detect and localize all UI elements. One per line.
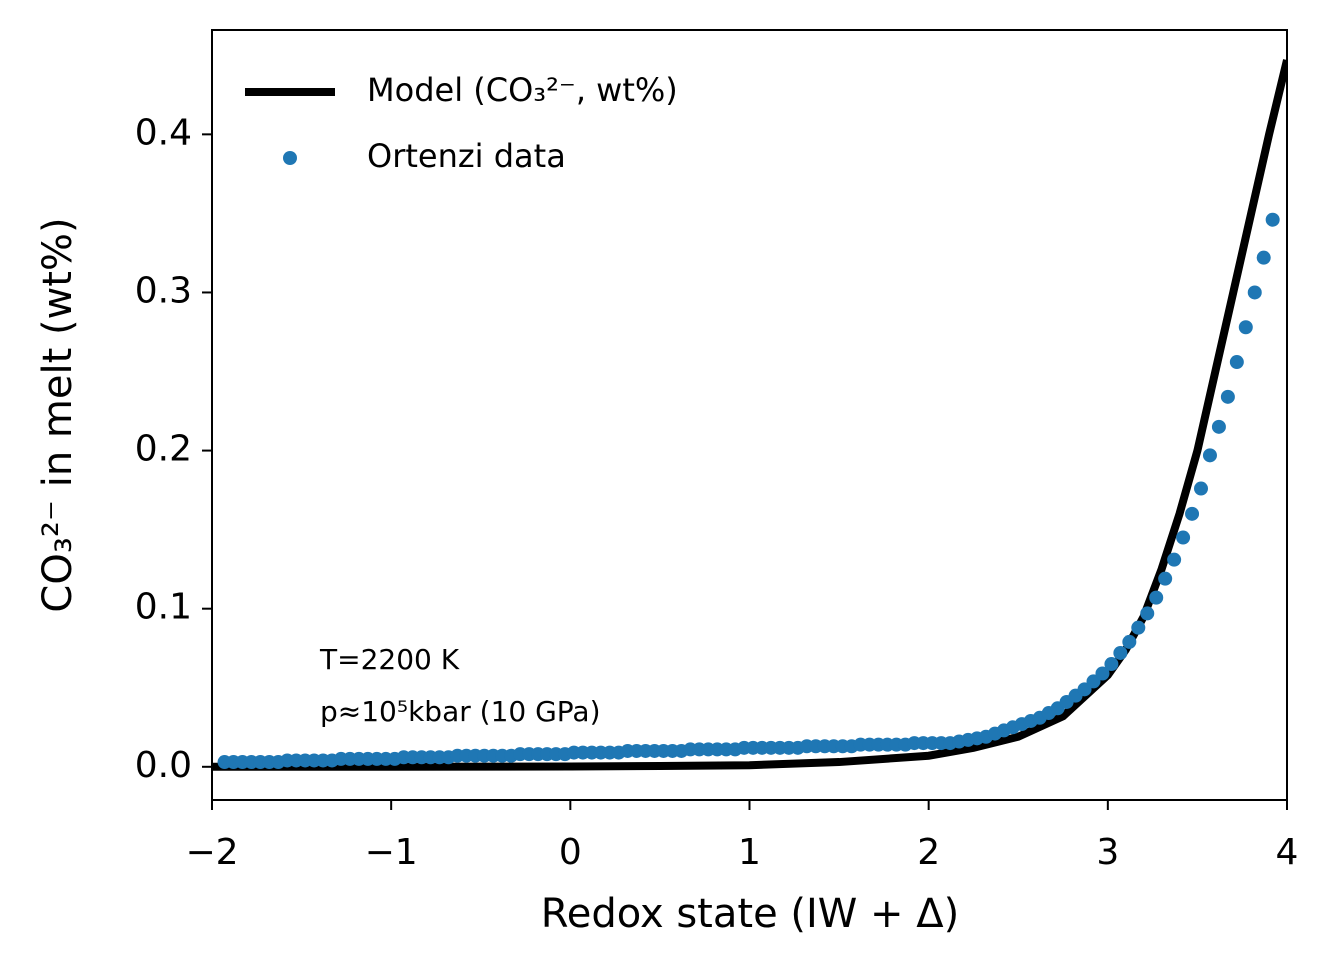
data-point <box>1176 530 1191 545</box>
legend-label: Model (CO₃²⁻, wt%) <box>367 71 678 109</box>
legend-label: Ortenzi data <box>367 137 566 175</box>
plot-frame <box>211 29 1288 801</box>
legend-marker <box>283 151 297 165</box>
data-point <box>1077 682 1092 697</box>
data-point <box>1265 212 1280 227</box>
data-point <box>1140 606 1155 621</box>
x-tick-label: 4 <box>1276 832 1299 873</box>
data-point <box>1167 552 1182 567</box>
x-tick-label: −1 <box>365 832 418 873</box>
data-point <box>1131 620 1146 635</box>
x-tick-label: 3 <box>1096 832 1119 873</box>
data-point <box>1229 355 1244 370</box>
data-point <box>1095 666 1110 681</box>
data-point <box>1247 285 1262 300</box>
data-point <box>1086 674 1101 689</box>
x-tick-label: 1 <box>738 832 761 873</box>
y-tick-label: 0.2 <box>135 429 192 470</box>
annotation: p≈10⁵kbar (10 GPa) <box>320 695 601 728</box>
data-point <box>1220 389 1235 404</box>
annotation: T=2200 K <box>319 643 460 676</box>
data-point <box>1211 419 1226 434</box>
data-point <box>1238 320 1253 335</box>
x-tick-label: 0 <box>559 832 582 873</box>
x-axis-label: Redox state (IW + Δ) <box>541 891 960 937</box>
y-tick-label: 0.1 <box>135 587 192 628</box>
x-tick-label: 2 <box>917 832 940 873</box>
y-tick-label: 0.3 <box>135 270 192 311</box>
y-tick-label: 0.0 <box>135 745 192 786</box>
x-tick-label: −2 <box>185 832 238 873</box>
data-point <box>1104 657 1119 672</box>
data-point <box>1158 571 1173 586</box>
data-point <box>1194 481 1208 496</box>
data-point <box>1122 634 1137 649</box>
data-point <box>1113 645 1128 660</box>
data-point <box>1149 590 1164 605</box>
data-point <box>1185 506 1200 521</box>
y-axis-label: CO₃²⁻ in melt (wt%) <box>35 217 81 612</box>
data-point <box>1256 250 1271 265</box>
data-point <box>1202 448 1217 463</box>
y-tick-label: 0.4 <box>135 112 192 153</box>
